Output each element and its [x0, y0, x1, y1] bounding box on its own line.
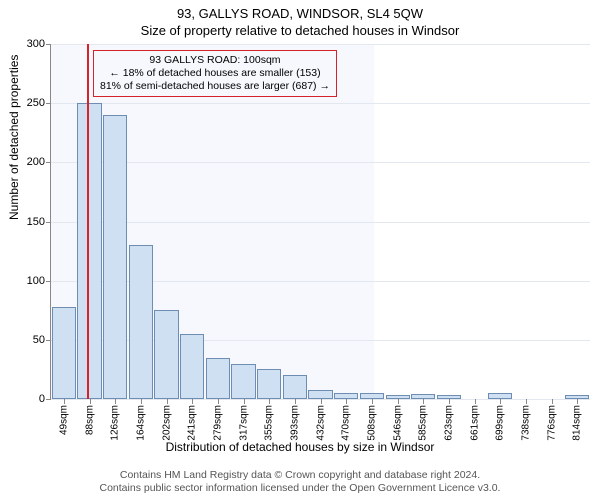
xtick-label: 432sqm	[315, 405, 326, 441]
annotation-line-3: 81% of semi-detached houses are larger (…	[100, 80, 330, 93]
xtick-label: 776sqm	[546, 405, 557, 441]
xtick-label: 164sqm	[135, 405, 146, 441]
footer-attribution: Contains HM Land Registry data © Crown c…	[0, 469, 600, 496]
bar-slot: 699sqm	[487, 44, 513, 399]
xtick-mark	[475, 399, 476, 404]
xtick-mark	[577, 399, 578, 404]
bar	[77, 103, 101, 399]
bar-slot: 776sqm	[539, 44, 565, 399]
ytick-label: 250	[27, 97, 45, 109]
bar	[180, 334, 204, 399]
chart-area: 050100150200250300 49sqm88sqm126sqm164sq…	[50, 44, 590, 400]
xtick-label: 814sqm	[572, 405, 583, 441]
xtick-label: 355sqm	[264, 405, 275, 441]
footer-line-2: Contains public sector information licen…	[0, 482, 600, 496]
xtick-mark	[372, 399, 373, 404]
xtick-mark	[167, 399, 168, 404]
xtick-label: 279sqm	[212, 405, 223, 441]
xtick-label: 393sqm	[289, 405, 300, 441]
xtick-mark	[64, 399, 65, 404]
reference-marker-line	[87, 44, 89, 399]
ytick-label: 0	[39, 393, 45, 405]
xtick-label: 241sqm	[187, 405, 198, 441]
xtick-mark	[218, 399, 219, 404]
xtick-label: 623sqm	[443, 405, 454, 441]
bar	[231, 364, 255, 400]
ytick-label: 150	[27, 216, 45, 228]
bar-slot: 623sqm	[436, 44, 462, 399]
y-axis-label: Number of detached properties	[7, 55, 21, 220]
bar	[283, 375, 307, 399]
chart-title-main: 93, GALLYS ROAD, WINDSOR, SL4 5QW	[0, 0, 600, 21]
xtick-label: 88sqm	[84, 405, 95, 435]
chart-title-sub: Size of property relative to detached ho…	[0, 21, 600, 42]
xtick-label: 585sqm	[418, 405, 429, 441]
xtick-mark	[500, 399, 501, 404]
xtick-mark	[141, 399, 142, 404]
plot-area: 050100150200250300 49sqm88sqm126sqm164sq…	[50, 44, 590, 400]
x-axis-label: Distribution of detached houses by size …	[0, 440, 600, 454]
bar-slot: 814sqm	[564, 44, 590, 399]
xtick-label: 738sqm	[520, 405, 531, 441]
footer-line-1: Contains HM Land Registry data © Crown c…	[0, 469, 600, 483]
xtick-label: 661sqm	[469, 405, 480, 441]
bar	[257, 369, 281, 399]
bar	[52, 307, 76, 399]
xtick-label: 49sqm	[58, 405, 69, 435]
annotation-line-1: 93 GALLYS ROAD: 100sqm	[100, 54, 330, 67]
annotation-box: 93 GALLYS ROAD: 100sqm ← 18% of detached…	[93, 50, 337, 97]
ytick-label: 50	[33, 334, 45, 346]
xtick-mark	[526, 399, 527, 404]
xtick-label: 699sqm	[495, 405, 506, 441]
bar-slot: 470sqm	[333, 44, 359, 399]
bar-slot: 49sqm	[51, 44, 77, 399]
xtick-mark	[269, 399, 270, 404]
bar-slot: 661sqm	[462, 44, 488, 399]
bar	[129, 245, 153, 399]
xtick-mark	[244, 399, 245, 404]
bar-slot: 546sqm	[385, 44, 411, 399]
xtick-label: 546sqm	[392, 405, 403, 441]
xtick-mark	[321, 399, 322, 404]
bar	[103, 115, 127, 399]
bar	[308, 390, 332, 399]
ytick-label: 200	[27, 156, 45, 168]
xtick-label: 317sqm	[238, 405, 249, 441]
xtick-mark	[115, 399, 116, 404]
bar-slot: 738sqm	[513, 44, 539, 399]
bar	[206, 358, 230, 399]
xtick-label: 470sqm	[341, 405, 352, 441]
ytick-label: 300	[27, 38, 45, 50]
xtick-mark	[449, 399, 450, 404]
xtick-mark	[346, 399, 347, 404]
xtick-mark	[295, 399, 296, 404]
xtick-label: 202sqm	[161, 405, 172, 441]
xtick-mark	[398, 399, 399, 404]
xtick-mark	[90, 399, 91, 404]
bar-slot: 585sqm	[410, 44, 436, 399]
ytick-label: 100	[27, 275, 45, 287]
bar-slot: 508sqm	[359, 44, 385, 399]
annotation-line-2: ← 18% of detached houses are smaller (15…	[100, 67, 330, 80]
xtick-mark	[192, 399, 193, 404]
xtick-mark	[423, 399, 424, 404]
xtick-label: 508sqm	[366, 405, 377, 441]
bar	[154, 310, 178, 399]
ytick-mark	[46, 399, 51, 400]
xtick-label: 126sqm	[110, 405, 121, 441]
xtick-mark	[552, 399, 553, 404]
